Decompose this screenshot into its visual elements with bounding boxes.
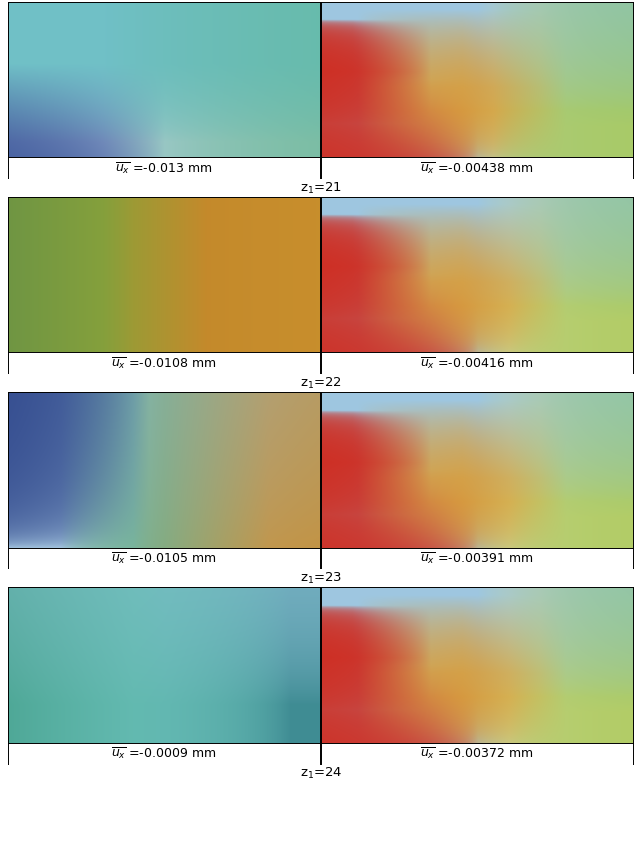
Text: z$_1$=22: z$_1$=22 [300,376,342,390]
Text: $\overline{u_x}$ =-0.00391 mm: $\overline{u_x}$ =-0.00391 mm [421,550,534,566]
Text: $\overline{u_x}$ =-0.0105 mm: $\overline{u_x}$ =-0.0105 mm [111,550,216,566]
Text: z$_1$=23: z$_1$=23 [300,571,342,586]
Text: z$_1$=21: z$_1$=21 [300,180,342,196]
Text: $\overline{u_x}$ =-0.00438 mm: $\overline{u_x}$ =-0.00438 mm [421,160,534,176]
Text: $\overline{u_x}$ =-0.013 mm: $\overline{u_x}$ =-0.013 mm [115,160,213,176]
Text: $\overline{u_x}$ =-0.00416 mm: $\overline{u_x}$ =-0.00416 mm [421,356,534,371]
Text: $\overline{u_x}$ =-0.0009 mm: $\overline{u_x}$ =-0.0009 mm [111,746,216,761]
Text: $\overline{u_x}$ =-0.0108 mm: $\overline{u_x}$ =-0.0108 mm [111,356,216,371]
Text: z$_1$=24: z$_1$=24 [300,766,342,781]
Text: $\overline{u_x}$ =-0.00372 mm: $\overline{u_x}$ =-0.00372 mm [421,746,534,761]
